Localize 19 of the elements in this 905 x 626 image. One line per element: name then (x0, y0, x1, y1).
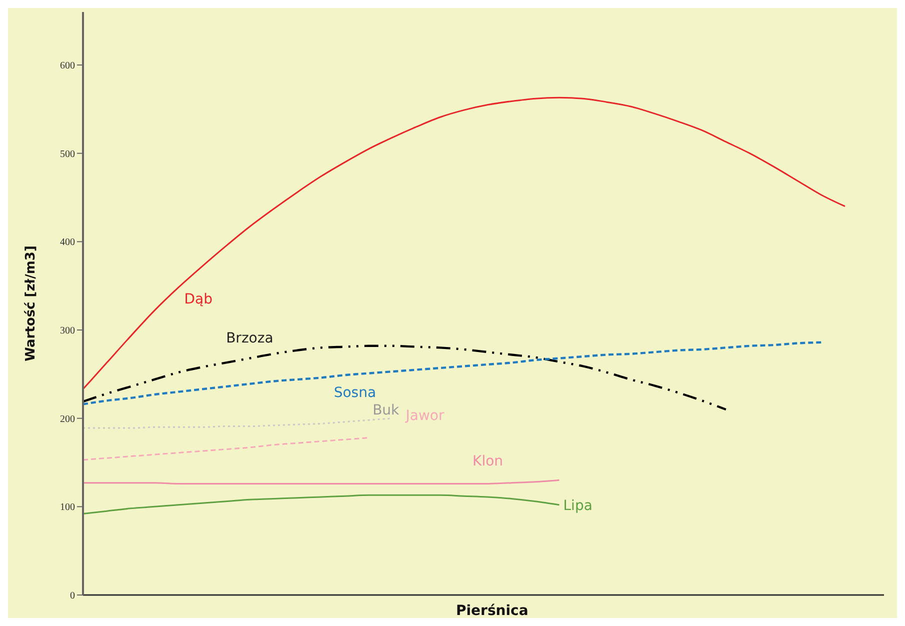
y-tick-label: 500 (60, 148, 75, 160)
line-series (82, 437, 370, 461)
line-series (82, 341, 822, 406)
y-tick-label: 0 (70, 590, 75, 602)
series-label: Lipa (563, 498, 592, 514)
line-series (82, 494, 560, 514)
text: Jawor (404, 408, 444, 424)
y-axis-title: Wartość [zł/m3] (24, 246, 39, 362)
series-label: Dąb (184, 292, 213, 308)
y-tick-label: 200 (60, 414, 75, 425)
x-axis-title: Pierśnica (456, 603, 528, 619)
series-label: Brzoza (226, 330, 274, 346)
y-tick-label: 300 (60, 326, 75, 337)
series-label: Buk (372, 402, 400, 418)
y-tick-label: 600 (60, 60, 75, 72)
y-tick-label: 100 (60, 502, 75, 514)
series-label: Klon (472, 454, 504, 470)
y-tick-label: 400 (60, 237, 75, 248)
series-label: Sosna (334, 385, 376, 402)
